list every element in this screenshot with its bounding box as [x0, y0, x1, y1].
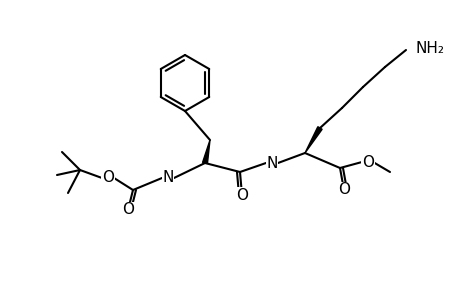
Text: N: N	[162, 170, 174, 185]
Polygon shape	[202, 140, 210, 164]
Text: O: O	[102, 170, 114, 185]
Text: NH₂: NH₂	[415, 40, 444, 56]
Text: O: O	[361, 154, 373, 169]
Text: O: O	[337, 182, 349, 197]
Text: N: N	[266, 155, 277, 170]
Text: O: O	[122, 202, 134, 217]
Polygon shape	[304, 127, 321, 153]
Text: O: O	[235, 188, 247, 202]
